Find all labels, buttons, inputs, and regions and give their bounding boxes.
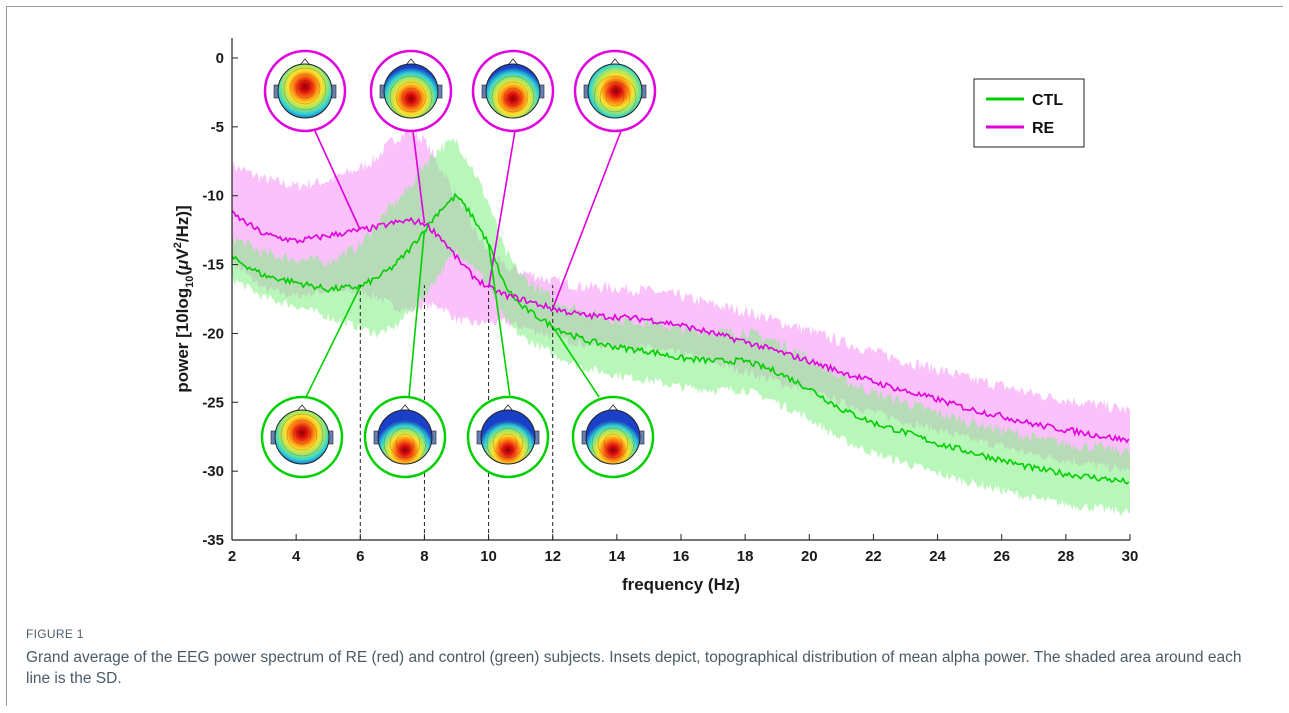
contour — [280, 413, 324, 457]
y-tick-label: -30 — [202, 463, 224, 480]
contour — [605, 87, 625, 107]
x-tick-label: 4 — [292, 548, 301, 565]
inset-connector-ctl — [305, 286, 362, 398]
contour — [491, 75, 535, 119]
contour — [395, 81, 427, 113]
x-tick-label: 14 — [609, 548, 626, 565]
contour — [593, 75, 637, 119]
x-tick-label: 22 — [865, 548, 882, 565]
inset-connector-ctl — [552, 326, 600, 398]
y-tick-label: -10 — [202, 188, 224, 205]
inset-connector-re — [487, 130, 516, 289]
inset-connector-ctl — [408, 230, 426, 398]
series-line-re — [231, 210, 1130, 444]
x-tick-label: 10 — [480, 548, 497, 565]
x-tick-label: 2 — [228, 548, 236, 565]
topomap-ctl-10hz — [466, 395, 550, 479]
contour — [283, 67, 327, 111]
inset-connector-ctl — [487, 243, 511, 398]
y-axis-label: power [10log10(μV2/Hz)] — [172, 205, 196, 392]
topomap-ctl-8hz — [363, 395, 447, 479]
series-line-ctl — [231, 192, 1130, 485]
figure-caption: FIGURE 1 Grand average of the EEG power … — [26, 627, 1266, 689]
topomap-re-8hz — [369, 49, 453, 133]
y-tick-label: -15 — [202, 257, 224, 274]
x-axis-label: frequency (Hz) — [622, 575, 740, 594]
x-tick-label: 26 — [993, 548, 1010, 565]
chart-legend: CTL RE — [973, 78, 1085, 148]
contour — [295, 79, 315, 99]
caption-text: Grand average of the EEG power spectrum … — [26, 649, 1242, 687]
contour — [603, 433, 623, 453]
contour — [597, 427, 629, 459]
scalp-map — [585, 409, 641, 465]
contour — [289, 73, 321, 105]
x-tick-label: 6 — [356, 548, 364, 565]
y-tick-label: -25 — [202, 394, 224, 411]
contour — [492, 427, 524, 459]
contour — [486, 421, 530, 465]
legend-box — [973, 78, 1085, 148]
x-tick-label: 28 — [1058, 548, 1075, 565]
contour — [286, 419, 318, 451]
x-tick-label: 30 — [1122, 548, 1139, 565]
y-tick-label: -35 — [202, 532, 224, 549]
scalp-map — [480, 409, 536, 465]
power-spectrum-chart: 2 4 6 8 10 12 14 16 18 20 22 24 26 28 300-5-10-15-20-2… — [172, 38, 1139, 594]
contour — [503, 87, 523, 107]
inset-connector-re — [551, 130, 622, 309]
topomap-re-6hz — [263, 49, 347, 133]
y-tick-label: -20 — [202, 325, 224, 342]
contour — [389, 427, 421, 459]
x-tick-label: 18 — [737, 548, 754, 565]
x-tick-label: 8 — [420, 548, 428, 565]
x-tick-label: 16 — [673, 548, 690, 565]
figure-label: FIGURE 1 — [26, 627, 84, 641]
scalp-map — [377, 409, 433, 465]
contour — [498, 433, 518, 453]
contour — [395, 433, 415, 453]
inset-connector-re — [412, 130, 426, 224]
sd-band-ctl — [232, 137, 1130, 516]
topomap-re-10hz — [471, 49, 555, 133]
y-tick-label: 0 — [216, 50, 224, 67]
contour — [401, 87, 421, 107]
x-tick-label: 20 — [801, 548, 818, 565]
contour — [389, 75, 433, 119]
contour — [383, 421, 427, 465]
scalp-map — [277, 63, 333, 119]
topomap-ctl-6hz — [260, 395, 344, 479]
contour — [599, 81, 631, 113]
scalp-map — [485, 63, 541, 119]
inset-connector-re — [314, 130, 362, 231]
contour — [591, 421, 635, 465]
scalp-map — [274, 409, 330, 465]
scalp-map — [587, 63, 643, 119]
x-tick-label: 24 — [929, 548, 946, 565]
scalp-map — [383, 63, 439, 119]
contour — [292, 425, 312, 445]
contour — [497, 81, 529, 113]
x-tick-label: 12 — [544, 548, 561, 565]
figure-frame — [6, 6, 1283, 706]
legend-label-re: RE — [1032, 120, 1055, 137]
topomap-re-12hz — [573, 49, 657, 133]
legend-label-ctl: CTL — [1032, 92, 1063, 109]
topomap-ctl-12hz — [571, 395, 655, 479]
y-tick-label: -5 — [211, 119, 224, 136]
